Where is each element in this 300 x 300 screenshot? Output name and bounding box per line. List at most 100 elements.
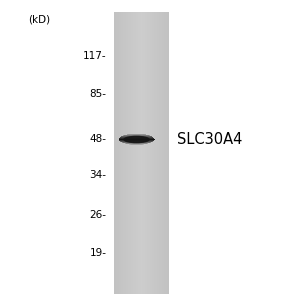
Bar: [133, 12, 134, 294]
Bar: [141, 12, 142, 294]
Bar: [119, 140, 154, 141]
Bar: [156, 12, 157, 294]
Bar: [138, 12, 140, 294]
Bar: [163, 12, 164, 294]
Bar: [143, 12, 144, 294]
Bar: [121, 12, 122, 294]
Bar: [141, 12, 142, 294]
Bar: [118, 12, 119, 294]
Bar: [146, 12, 147, 294]
Bar: [136, 12, 138, 294]
Bar: [117, 12, 118, 294]
Bar: [145, 12, 146, 294]
Bar: [120, 137, 153, 138]
Bar: [119, 140, 154, 141]
Bar: [167, 12, 168, 294]
Bar: [126, 12, 127, 294]
Bar: [142, 12, 143, 294]
Bar: [167, 12, 168, 294]
Bar: [118, 12, 119, 294]
Bar: [158, 12, 160, 294]
Text: (kD): (kD): [28, 14, 50, 25]
Bar: [137, 12, 138, 294]
Bar: [166, 12, 167, 294]
Bar: [120, 137, 153, 138]
Bar: [120, 141, 153, 142]
Bar: [151, 12, 152, 294]
Bar: [119, 140, 154, 141]
Bar: [162, 12, 163, 294]
Bar: [154, 12, 155, 294]
Text: 26-: 26-: [89, 209, 106, 220]
Bar: [125, 12, 126, 294]
Bar: [124, 135, 149, 136]
Bar: [154, 12, 155, 294]
Bar: [131, 12, 132, 294]
Bar: [123, 12, 124, 294]
Bar: [150, 12, 151, 294]
Bar: [134, 12, 135, 294]
Bar: [140, 12, 141, 294]
Bar: [126, 143, 147, 144]
Bar: [158, 12, 159, 294]
Bar: [153, 12, 154, 294]
Bar: [161, 12, 162, 294]
Bar: [119, 12, 120, 294]
Bar: [121, 136, 152, 137]
Bar: [122, 12, 123, 294]
Bar: [165, 12, 166, 294]
Bar: [164, 12, 165, 294]
Bar: [158, 12, 159, 294]
Bar: [131, 12, 132, 294]
Bar: [116, 12, 117, 294]
Bar: [128, 12, 129, 294]
Bar: [142, 12, 143, 294]
Bar: [121, 136, 152, 137]
Bar: [125, 12, 126, 294]
Bar: [119, 12, 121, 294]
Bar: [157, 12, 158, 294]
Bar: [123, 142, 150, 143]
Bar: [117, 12, 118, 294]
Text: 34-: 34-: [89, 170, 106, 181]
Bar: [162, 12, 163, 294]
Text: 19-: 19-: [89, 248, 106, 259]
Bar: [120, 137, 153, 138]
Bar: [139, 12, 140, 294]
Bar: [123, 142, 150, 143]
Bar: [156, 12, 157, 294]
Bar: [124, 12, 125, 294]
Bar: [146, 12, 147, 294]
Bar: [115, 12, 116, 294]
Bar: [153, 12, 154, 294]
Bar: [128, 134, 145, 135]
Bar: [148, 12, 149, 294]
Bar: [121, 141, 152, 142]
Bar: [119, 138, 154, 139]
Bar: [144, 12, 145, 294]
Bar: [160, 12, 161, 294]
Bar: [118, 12, 119, 294]
Bar: [133, 12, 134, 294]
Bar: [122, 12, 123, 294]
Bar: [123, 142, 150, 143]
Bar: [155, 12, 156, 294]
Text: 48-: 48-: [89, 134, 106, 145]
Bar: [160, 12, 161, 294]
Bar: [135, 12, 136, 294]
Bar: [127, 134, 146, 135]
Bar: [129, 12, 130, 294]
Bar: [129, 144, 144, 145]
Bar: [159, 12, 160, 294]
Text: SLC30A4: SLC30A4: [177, 132, 242, 147]
Bar: [124, 135, 149, 136]
Bar: [138, 12, 139, 294]
Bar: [128, 12, 129, 294]
Bar: [126, 12, 127, 294]
Text: 117-: 117-: [83, 50, 106, 61]
Bar: [130, 12, 131, 294]
Bar: [130, 12, 131, 294]
Bar: [132, 12, 133, 294]
Bar: [124, 135, 148, 136]
Text: 85-: 85-: [89, 89, 106, 100]
